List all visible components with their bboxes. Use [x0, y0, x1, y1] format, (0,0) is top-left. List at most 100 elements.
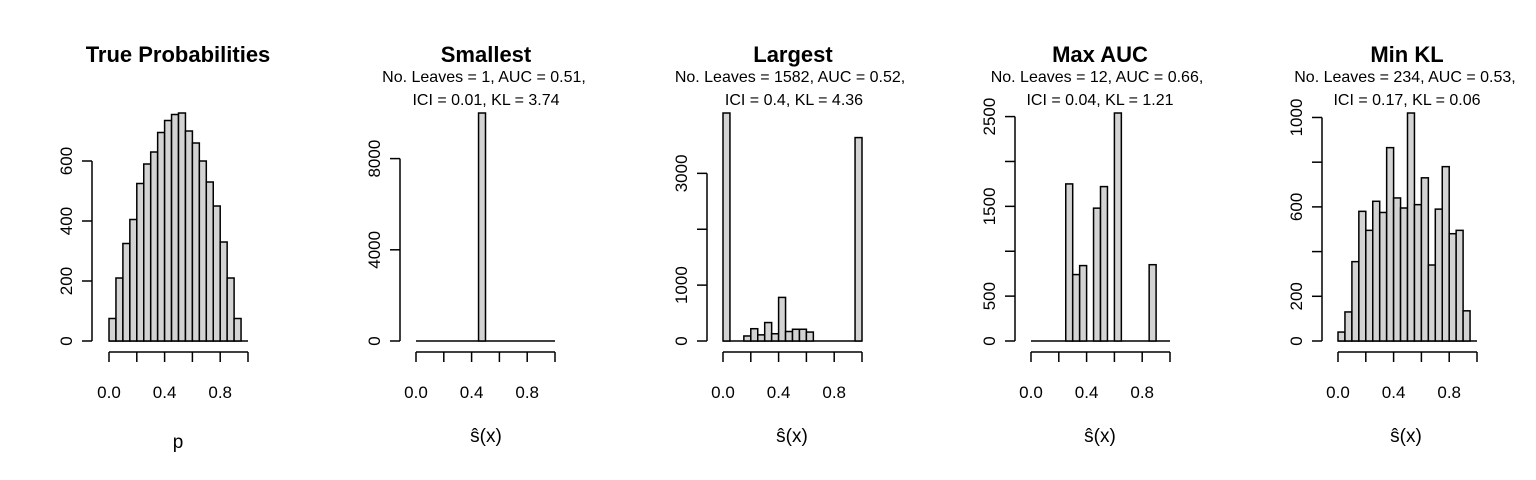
panel-title: Largest — [753, 42, 833, 67]
histogram-bar — [108, 317, 117, 342]
y-tick-label: 400 — [57, 207, 76, 235]
histogram-bar — [1427, 264, 1437, 342]
y-tick-label: 0 — [672, 336, 691, 345]
y-tick-label: 1000 — [672, 266, 691, 304]
panel-largest: Largest No. Leaves = 1582, AUC = 0.52, I… — [672, 42, 905, 447]
y-tick-label: 0 — [365, 336, 384, 345]
y-tick-label: 1000 — [1287, 99, 1306, 137]
panel-subtitle-line-2: ICI = 0.4, KL = 4.36 — [725, 92, 863, 109]
histogram-bar — [1385, 146, 1395, 342]
y-tick-label: 600 — [1287, 193, 1306, 221]
panel-max-auc: Max AUC No. Leaves = 12, AUC = 0.66, ICI… — [980, 42, 1203, 447]
histogram-bar — [143, 163, 152, 342]
histogram-bar — [791, 328, 801, 342]
histogram-bar — [1071, 273, 1081, 342]
x-tick-label: 0.4 — [767, 383, 791, 402]
x-tick-label: 0.0 — [404, 383, 428, 402]
histogram-bar — [1351, 260, 1360, 342]
y-tick-label: 200 — [1287, 282, 1306, 310]
panel-subtitle-line-2: ICI = 0.04, KL = 1.21 — [1026, 92, 1173, 109]
panel-subtitle-line-1: No. Leaves = 1582, AUC = 0.52, — [675, 69, 905, 86]
histogram-bar — [149, 151, 159, 342]
histogram-bar — [784, 330, 794, 342]
x-tick-label: 0.4 — [153, 383, 177, 402]
histogram-bar — [122, 242, 131, 342]
y-tick-label: 0 — [1287, 336, 1306, 345]
histogram-bar — [184, 130, 194, 342]
histogram-bar — [1441, 165, 1450, 342]
histogram-bar — [191, 142, 201, 342]
histogram-bar — [170, 113, 180, 342]
histogram-bar — [1113, 112, 1123, 342]
y-tick-label: 8000 — [365, 140, 384, 178]
panel-subtitle-line-1: No. Leaves = 234, AUC = 0.53, — [1294, 69, 1515, 86]
histogram-bar — [1448, 232, 1457, 342]
y-tick-label: 0 — [57, 336, 76, 345]
y-tick-label: 1500 — [980, 187, 999, 225]
x-tick-label: 0.4 — [460, 383, 484, 402]
panel-subtitle-line-2: ICI = 0.17, KL = 0.06 — [1333, 92, 1480, 109]
x-tick-label: 0.0 — [97, 383, 121, 402]
x-tick-label: 0.4 — [1382, 383, 1406, 402]
x-axis-label: ŝ(x) — [776, 426, 808, 447]
panel-smallest: Smallest No. Leaves = 1, AUC = 0.51, ICI… — [365, 42, 586, 447]
y-tick-label: 200 — [57, 267, 76, 295]
histogram-bar — [1455, 229, 1464, 342]
histogram-bar — [198, 160, 208, 342]
histogram-bar — [1420, 177, 1430, 342]
y-tick-label: 4000 — [365, 231, 384, 269]
panel-subtitle-line-2: ICI = 0.01, KL = 3.74 — [412, 92, 559, 109]
x-tick-label: 0.8 — [1130, 383, 1154, 402]
x-tick-label: 0.4 — [1075, 383, 1099, 402]
panel-title: Min KL — [1370, 42, 1443, 67]
y-tick-label: 600 — [57, 147, 76, 175]
histogram-bar — [770, 332, 780, 342]
histogram-bar — [1378, 211, 1388, 342]
panel-subtitle-line-1: No. Leaves = 12, AUC = 0.66, — [991, 69, 1204, 86]
histogram-bar — [763, 321, 773, 342]
panel-title: Smallest — [441, 42, 532, 67]
histogram-bar — [1358, 210, 1367, 342]
histogram-bar — [798, 328, 808, 342]
histogram-bar — [1148, 263, 1157, 342]
histogram-bar — [722, 112, 731, 342]
histogram-bar — [1065, 183, 1074, 342]
histogram-bar — [757, 334, 766, 342]
histogram-bar — [750, 327, 759, 342]
x-axis-label: ŝ(x) — [470, 426, 502, 447]
y-tick-label: 3000 — [672, 154, 691, 192]
panel-title: Max AUC — [1052, 42, 1148, 67]
x-tick-label: 0.8 — [822, 383, 846, 402]
histogram-bar — [1392, 197, 1402, 342]
histogram-bar — [1413, 203, 1423, 342]
panel-min-kl: Min KL No. Leaves = 234, AUC = 0.53, ICI… — [1287, 42, 1516, 447]
histogram-bar — [226, 277, 235, 342]
histogram-bar — [777, 296, 787, 342]
histogram-bar — [1399, 207, 1409, 342]
histogram-bar — [163, 119, 173, 342]
histogram-bar — [136, 182, 145, 342]
y-tick-label: 2500 — [980, 98, 999, 136]
histogram-bar — [1462, 310, 1471, 342]
histogram-bar — [1372, 200, 1381, 342]
histogram-bar — [1344, 311, 1353, 342]
histogram-bar — [1434, 208, 1444, 342]
histogram-bar — [129, 218, 138, 342]
histogram-bar — [1099, 185, 1109, 342]
histogram-bar — [156, 131, 166, 342]
histogram-bar — [1337, 331, 1346, 342]
x-tick-label: 0.8 — [1437, 383, 1461, 402]
panel-title: True Probabilities — [86, 42, 271, 67]
x-axis-label: ŝ(x) — [1084, 426, 1116, 447]
histogram-bar — [854, 136, 863, 342]
panel-true-probabilities: True Probabilities p 0.0 0.4 0.8 0 200 400 600 — [57, 42, 270, 453]
histogram-bar — [219, 241, 228, 342]
x-tick-label: 0.0 — [1326, 383, 1350, 402]
histogram-bar — [212, 205, 221, 342]
histogram-bar — [805, 331, 815, 342]
y-tick-label: 0 — [980, 336, 999, 345]
histogram-bar — [1078, 264, 1088, 342]
x-axis-label: ŝ(x) — [1390, 426, 1422, 447]
histogram-bar — [205, 181, 215, 342]
